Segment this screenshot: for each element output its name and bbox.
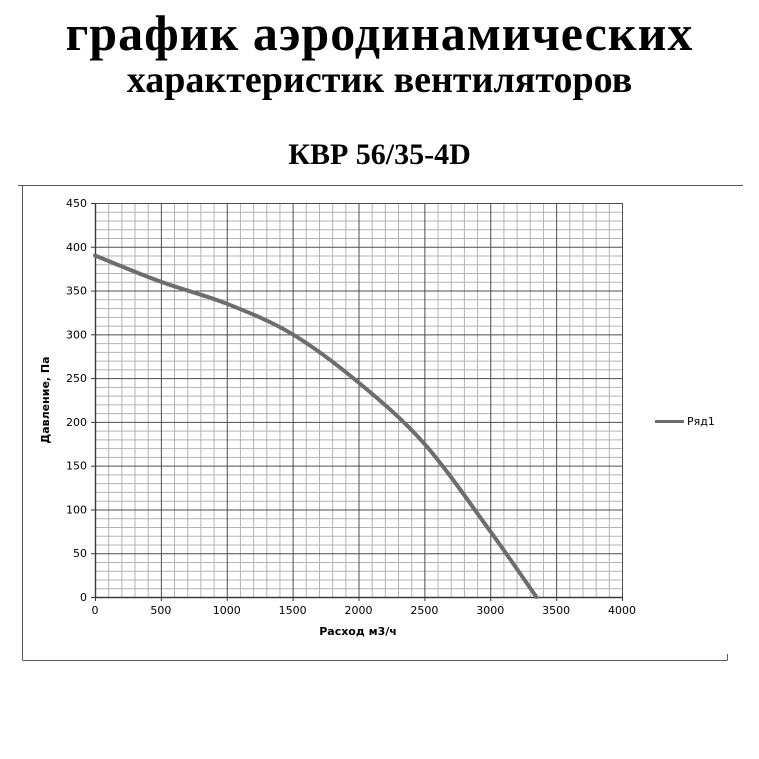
y-tick-label: 200 <box>66 416 87 429</box>
x-tick-label: 2500 <box>410 604 438 617</box>
fan-model-title: КВР 56/35-4D <box>288 138 471 171</box>
series-curve-Ряд1 <box>93 253 539 599</box>
x-tick-label: 4000 <box>608 604 636 617</box>
page-title-line1: график аэродинамических <box>65 5 694 61</box>
series-line <box>93 253 539 599</box>
legend: Ряд1 <box>655 415 715 428</box>
y-axis-title: Давление, Па <box>39 356 52 443</box>
y-tick-label: 50 <box>73 547 87 560</box>
tick-marks <box>91 203 623 601</box>
y-tick-label: 450 <box>66 197 87 210</box>
y-tick-label: 0 <box>80 591 87 604</box>
x-tick-label: 0 <box>92 604 99 617</box>
x-tick-label: 1000 <box>213 604 241 617</box>
legend-label: Ряд1 <box>687 415 715 428</box>
y-tick-label: 350 <box>66 285 87 298</box>
chart-frame <box>18 185 743 661</box>
x-axis-title: Расход м3/ч <box>319 625 397 638</box>
x-tick-label: 2000 <box>345 604 373 617</box>
y-tick-label: 300 <box>66 328 87 341</box>
x-tick-label: 1500 <box>279 604 307 617</box>
y-tick-label: 150 <box>66 460 87 473</box>
tick-labels: 0 500 1000 1500 2000 2500 3000 3500 4000 0 50 100 15… <box>66 197 636 617</box>
y-tick-label: 100 <box>66 503 87 516</box>
page-title-line2: характеристик вентиляторов <box>126 59 633 101</box>
y-tick-label: 400 <box>66 241 87 254</box>
x-tick-label: 500 <box>150 604 171 617</box>
x-tick-label: 3500 <box>542 604 570 617</box>
y-tick-label: 250 <box>66 372 87 385</box>
x-tick-label: 3000 <box>476 604 504 617</box>
grid-major <box>95 203 623 597</box>
